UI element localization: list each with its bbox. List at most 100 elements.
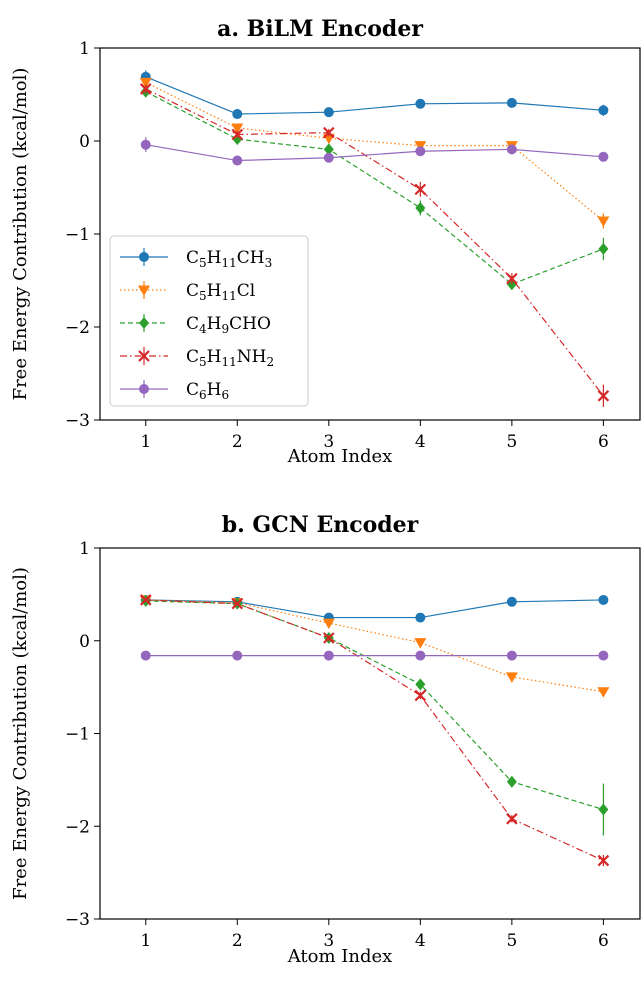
legend-text-part: CH bbox=[237, 248, 265, 268]
legend-marker bbox=[139, 252, 149, 262]
series-line bbox=[145, 599, 604, 619]
legend-label: C5H11CH3 bbox=[186, 248, 272, 270]
y-tick-label: −1 bbox=[65, 225, 90, 245]
series-line bbox=[145, 600, 604, 811]
series-2 bbox=[140, 594, 609, 836]
data-point bbox=[597, 854, 610, 867]
series-line bbox=[145, 144, 604, 162]
data-point bbox=[506, 144, 517, 155]
data-point bbox=[597, 687, 610, 698]
data-point bbox=[415, 146, 426, 157]
x-tick-label: 6 bbox=[598, 931, 609, 951]
legend-text-part: CHO bbox=[229, 314, 271, 334]
data-point bbox=[231, 123, 244, 134]
data-point bbox=[139, 77, 152, 89]
legend-subscript: 4 bbox=[199, 322, 207, 336]
series-1 bbox=[139, 77, 610, 229]
x-axis-label: Atom Index bbox=[287, 946, 393, 967]
y-tick-label: 0 bbox=[79, 632, 90, 652]
series-4 bbox=[140, 137, 609, 166]
legend-subscript: 5 bbox=[199, 256, 207, 270]
series-line bbox=[145, 81, 604, 222]
panel-a: a. BiLM Encoder 1 0 −1 −2 −3 1 2 3 4 5 6 Atom Index F… bbox=[10, 16, 641, 467]
data-point bbox=[232, 155, 243, 166]
legend-marker bbox=[138, 350, 150, 362]
data-point bbox=[598, 594, 609, 605]
data-point bbox=[506, 650, 517, 661]
legend-label: C5H11Cl bbox=[186, 281, 255, 303]
x-tick-label: 6 bbox=[598, 432, 609, 452]
legend-marker bbox=[139, 384, 149, 394]
data-point bbox=[506, 97, 517, 108]
legend-item: C6H6 bbox=[120, 380, 229, 402]
y-axis-label: Free Energy Contribution (kcal/mol) bbox=[10, 68, 31, 401]
series-3 bbox=[139, 83, 610, 407]
series-0 bbox=[140, 70, 609, 120]
legend-subscript: 5 bbox=[199, 289, 207, 303]
data-point bbox=[323, 650, 334, 661]
legend-text-part: H bbox=[207, 314, 222, 334]
data-point bbox=[231, 597, 244, 610]
data-point bbox=[505, 672, 518, 683]
series-line bbox=[145, 88, 604, 397]
data-point bbox=[506, 813, 518, 825]
series-line bbox=[145, 91, 604, 285]
legend-subscript: 11 bbox=[221, 289, 236, 303]
x-tick-label: 3 bbox=[323, 432, 334, 452]
legend-box bbox=[109, 235, 309, 407]
data-point bbox=[414, 183, 427, 196]
data-point bbox=[598, 650, 609, 661]
data-point bbox=[597, 216, 610, 227]
legend-subscript: 6 bbox=[221, 388, 229, 402]
panel-b: b. GCN Encoder 1 0 −1 −2 −3 1 2 3 4 5 6 Atom Index Fr… bbox=[10, 512, 641, 967]
data-point bbox=[415, 678, 426, 691]
series-line bbox=[145, 76, 604, 115]
y-tick-label: −3 bbox=[65, 910, 90, 930]
data-point bbox=[139, 83, 152, 95]
data-point bbox=[597, 390, 610, 402]
legend-item: C5H11NH2 bbox=[120, 347, 274, 369]
legend-text-part: C bbox=[186, 248, 199, 268]
plot-frame bbox=[99, 547, 641, 920]
data-point bbox=[506, 272, 518, 285]
data-point bbox=[598, 151, 609, 162]
data-point bbox=[414, 638, 427, 649]
data-point bbox=[139, 594, 152, 606]
data-point bbox=[323, 632, 335, 644]
x-tick-label: 5 bbox=[506, 432, 517, 452]
series-4 bbox=[140, 650, 609, 661]
x-tick-label: 3 bbox=[323, 931, 334, 951]
data-point bbox=[323, 107, 334, 118]
legend-subscript: 2 bbox=[266, 355, 274, 369]
y-tick-label: 1 bbox=[79, 539, 90, 559]
series-3 bbox=[139, 594, 610, 867]
x-tick-label: 2 bbox=[232, 931, 243, 951]
legend-text-part: H bbox=[207, 380, 222, 400]
series-line bbox=[145, 599, 604, 862]
legend-text-part: C bbox=[186, 380, 199, 400]
data-point bbox=[415, 650, 426, 661]
data-point bbox=[598, 242, 609, 255]
data-point bbox=[323, 126, 335, 139]
legend-subscript: 5 bbox=[199, 355, 207, 369]
legend-text-part: NH bbox=[237, 347, 267, 367]
legend-subscript: 3 bbox=[265, 256, 273, 270]
legend-marker bbox=[138, 285, 150, 296]
data-point bbox=[323, 152, 334, 163]
data-point bbox=[232, 109, 243, 120]
legend-text-part: H bbox=[207, 347, 222, 367]
x-tick-label: 1 bbox=[140, 432, 151, 452]
legend-item: C5H11Cl bbox=[120, 281, 255, 303]
y-tick-label: 1 bbox=[79, 39, 90, 59]
data-point bbox=[598, 105, 609, 116]
legend-label: C4H9CHO bbox=[186, 314, 271, 336]
data-point bbox=[322, 618, 335, 630]
series-1 bbox=[139, 595, 610, 698]
data-point bbox=[415, 98, 426, 109]
x-tick-label: 1 bbox=[140, 931, 151, 951]
data-point bbox=[232, 650, 243, 661]
legend-text-part: H bbox=[207, 248, 222, 268]
legend-marker bbox=[139, 317, 149, 329]
